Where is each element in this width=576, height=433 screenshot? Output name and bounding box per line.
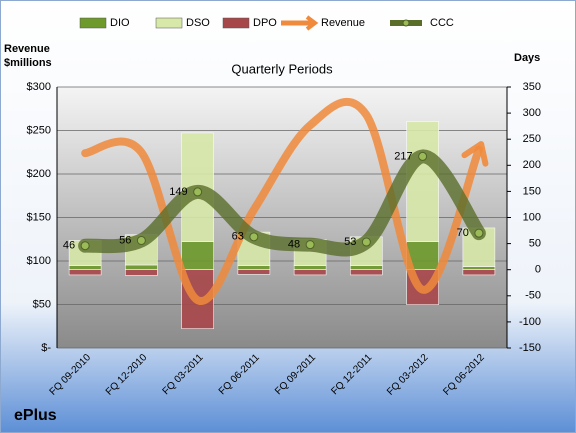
revenue-line: [81, 98, 483, 305]
y2-axis-title: Days: [514, 52, 540, 64]
bar: [293, 265, 327, 270]
legend-label: DPO: [253, 17, 277, 29]
bar: [237, 265, 271, 270]
ccc-marker: [418, 151, 428, 161]
data-label: 56: [119, 234, 131, 246]
y-tick-label: $150: [27, 211, 51, 223]
chart-title: Quarterly Periods: [231, 61, 333, 76]
legend-label: DSO: [186, 17, 210, 29]
legend-swatch: [402, 19, 410, 27]
bar: [125, 264, 158, 271]
y-tick-label: $250: [27, 124, 51, 136]
data-label: 149: [169, 186, 187, 198]
footer: ePlus: [14, 407, 57, 424]
legend-label: DIO: [110, 17, 130, 29]
y-tick-label: $50: [33, 298, 51, 310]
data-label: 217: [394, 150, 412, 162]
y2-tick-label: -150: [519, 342, 541, 354]
bar: [350, 265, 383, 270]
legend-swatch: [79, 17, 107, 29]
ccc-marker: [249, 232, 259, 242]
data-label: 46: [63, 240, 75, 252]
bar: [181, 132, 214, 242]
legend-swatch: [155, 17, 183, 29]
data-label: 70: [457, 227, 469, 239]
bar: [125, 269, 158, 276]
bar: [406, 121, 439, 242]
ccc-marker: [136, 235, 146, 245]
legend-label: CCC: [430, 17, 454, 29]
y2-tick-label: -100: [519, 316, 541, 328]
y2-tick-label: 100: [523, 211, 541, 223]
y2-tick-label: 250: [523, 133, 541, 145]
y2-tick-label: 200: [523, 159, 541, 171]
data-label: 48: [288, 239, 300, 251]
bar: [68, 265, 102, 270]
y-axis-title-box: Revenue $millions: [4, 43, 52, 69]
bar: [462, 269, 496, 276]
ccc-marker: [80, 241, 90, 251]
ccc-marker: [361, 237, 371, 247]
bar: [237, 269, 271, 275]
ccc-marker: [474, 228, 484, 238]
y2-tick-label: 150: [523, 185, 541, 197]
legend-swatch: [305, 15, 319, 31]
revenue-arrowhead: [461, 141, 489, 167]
y2-tick-label: 0: [535, 264, 541, 276]
bar: [293, 269, 327, 276]
data-label: 53: [344, 236, 356, 248]
bar: [350, 269, 383, 276]
y2-tick-label: -50: [525, 290, 541, 302]
ccc-marker: [305, 240, 315, 250]
legend-label: Revenue: [321, 17, 365, 29]
bar: [462, 266, 496, 270]
y-tick-label: $100: [27, 255, 51, 267]
bar: [68, 269, 102, 276]
y-tick-label: $-: [41, 342, 51, 354]
y2-tick-label: 350: [523, 81, 541, 93]
legend-swatch: [222, 17, 250, 29]
y-axis-title: Revenue $millions: [4, 43, 52, 69]
bar: [181, 241, 214, 270]
y-tick-label: $300: [27, 81, 51, 93]
data-label: 63: [232, 231, 244, 243]
ccc-marker: [193, 187, 203, 197]
y2-tick-label: 300: [523, 107, 541, 119]
y2-tick-label: 50: [529, 238, 541, 250]
y-tick-label: $200: [27, 168, 51, 180]
